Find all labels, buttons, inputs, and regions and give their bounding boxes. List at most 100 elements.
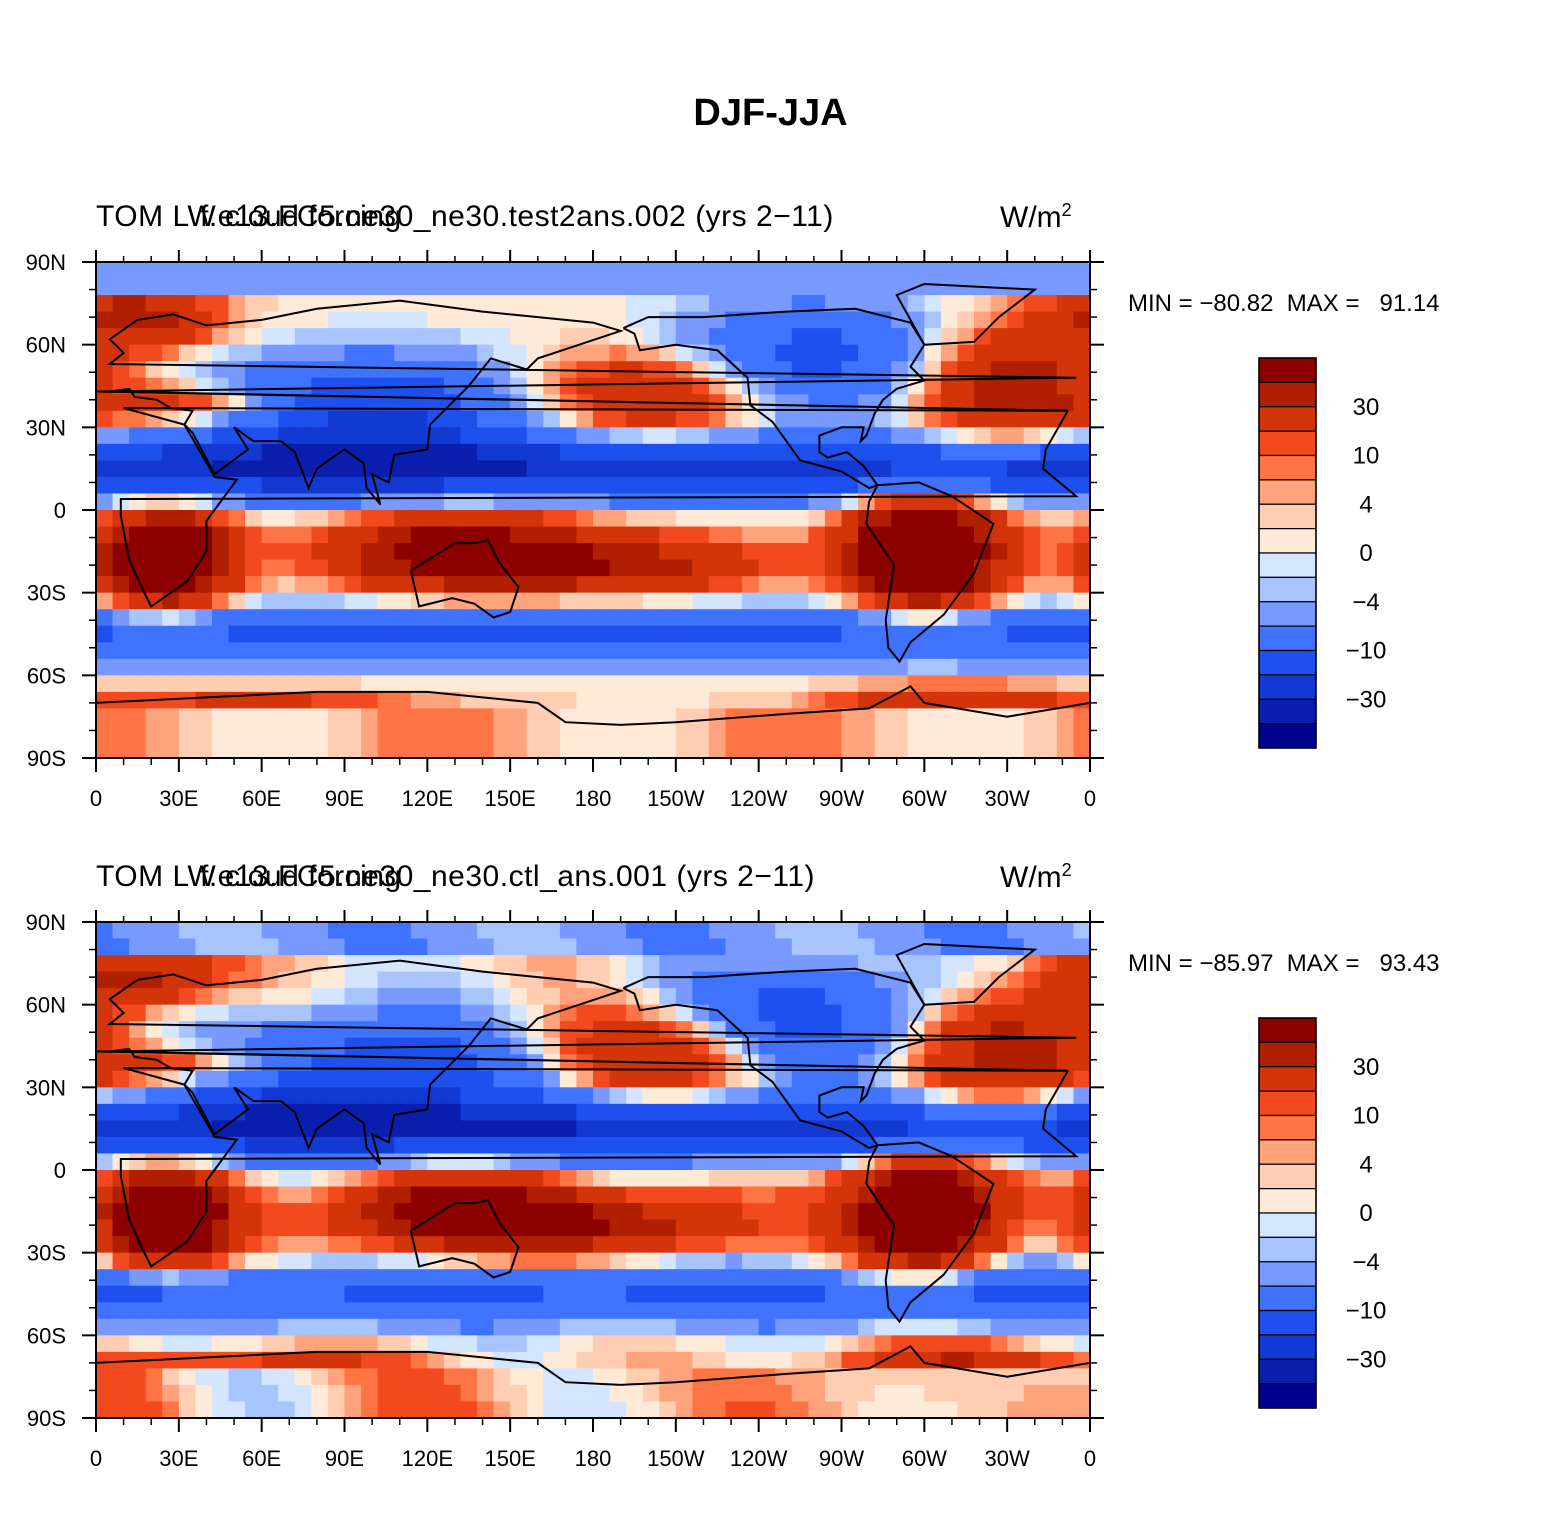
field-cell (228, 1384, 246, 1403)
field-cell (593, 642, 611, 660)
field-cell (841, 559, 859, 577)
field-cell (626, 295, 644, 313)
field-cell (261, 559, 279, 577)
field-cell (543, 1401, 561, 1419)
field-cell (493, 510, 511, 528)
field-cell (443, 1351, 462, 1369)
field-cell (891, 344, 909, 362)
field-cell (1007, 1401, 1025, 1419)
field-cell (990, 576, 1008, 594)
field-cell (642, 741, 660, 759)
field-cell (659, 708, 677, 726)
field-cell (1073, 658, 1091, 676)
field-cell (178, 1170, 196, 1188)
field-cell (609, 1351, 627, 1369)
field-cell (129, 1285, 147, 1303)
coastline (119, 407, 1079, 608)
field-cell (576, 1318, 594, 1336)
field-cell (940, 592, 959, 610)
field-cell (891, 1186, 909, 1204)
field-cell (96, 526, 114, 544)
field-cell (841, 1285, 859, 1303)
field-cell (725, 476, 743, 495)
field-cell (361, 1037, 379, 1055)
field-cell (228, 576, 246, 594)
field-cell (1056, 1351, 1075, 1369)
field-cell (940, 1285, 959, 1303)
field-cell (642, 576, 660, 594)
field-cell (1073, 642, 1091, 660)
field-cell (609, 476, 627, 495)
coastline (865, 1141, 995, 1324)
field-cell (609, 410, 627, 428)
field-cell (129, 1252, 147, 1270)
field-cell (609, 295, 627, 313)
field-cell (626, 1236, 644, 1254)
field-cell (841, 592, 859, 610)
field-cell (493, 1252, 511, 1270)
field-cell (1056, 691, 1075, 709)
colorbar-swatch (1258, 674, 1317, 700)
field-cell (344, 1153, 362, 1171)
field-cell (195, 1368, 213, 1386)
field-cell (692, 361, 710, 379)
field-cell (294, 1203, 312, 1221)
field-cell (874, 1285, 892, 1303)
field-cell (808, 1054, 826, 1072)
field-cell (775, 1070, 793, 1088)
coastline (95, 1345, 1091, 1386)
field-cell (443, 443, 462, 461)
field-cell (1023, 1203, 1041, 1221)
field-cell (311, 493, 329, 511)
field-cell (344, 526, 362, 544)
field-cell (394, 1318, 412, 1336)
field-cell (924, 526, 942, 544)
field-cell (526, 625, 544, 643)
colorbar-swatch (1258, 1090, 1317, 1117)
field-cell (543, 1302, 561, 1320)
field-cell (460, 1153, 478, 1171)
field-cell (675, 642, 693, 660)
field-cell (659, 410, 677, 428)
field-cell (129, 724, 147, 743)
field-cell (874, 1120, 892, 1138)
field-cell (510, 328, 528, 346)
field-cell (410, 559, 428, 577)
field-cell (791, 1219, 809, 1237)
field-cell (394, 460, 412, 478)
field-cell (394, 1236, 412, 1254)
field-cell (526, 476, 544, 495)
field-cell (443, 559, 462, 577)
field-cell (775, 1368, 793, 1386)
field-cell (858, 724, 876, 743)
field-cell (427, 625, 445, 643)
panel-title-case: f.e13.FC5.ne30_ne30.test2ans.002 (yrs 2−… (200, 200, 834, 233)
field-cell (576, 1302, 594, 1320)
field-cell (311, 1004, 329, 1022)
field-cell (708, 1120, 727, 1138)
field-cell (112, 691, 130, 709)
field-cell (957, 675, 975, 693)
field-cell (626, 1384, 644, 1403)
field-cell (659, 1401, 677, 1419)
field-cell (642, 1186, 660, 1204)
field-cell (559, 938, 578, 956)
field-cell (559, 988, 578, 1006)
field-cell (1023, 1219, 1041, 1237)
lon-label: 60E (242, 786, 281, 811)
coastlines (95, 942, 1091, 1386)
field-cell (758, 1203, 776, 1221)
field-cell (129, 708, 147, 726)
field-cell (609, 1368, 627, 1386)
field-cell (510, 1103, 528, 1121)
field-cell (477, 609, 495, 627)
field-cell (443, 625, 462, 643)
field-cell (940, 609, 959, 627)
field-cell (924, 708, 942, 726)
field-cell (245, 394, 263, 412)
field-cell (526, 1004, 544, 1022)
field-cell (195, 1153, 213, 1171)
field-cell (129, 410, 147, 428)
field-cell (924, 344, 942, 362)
